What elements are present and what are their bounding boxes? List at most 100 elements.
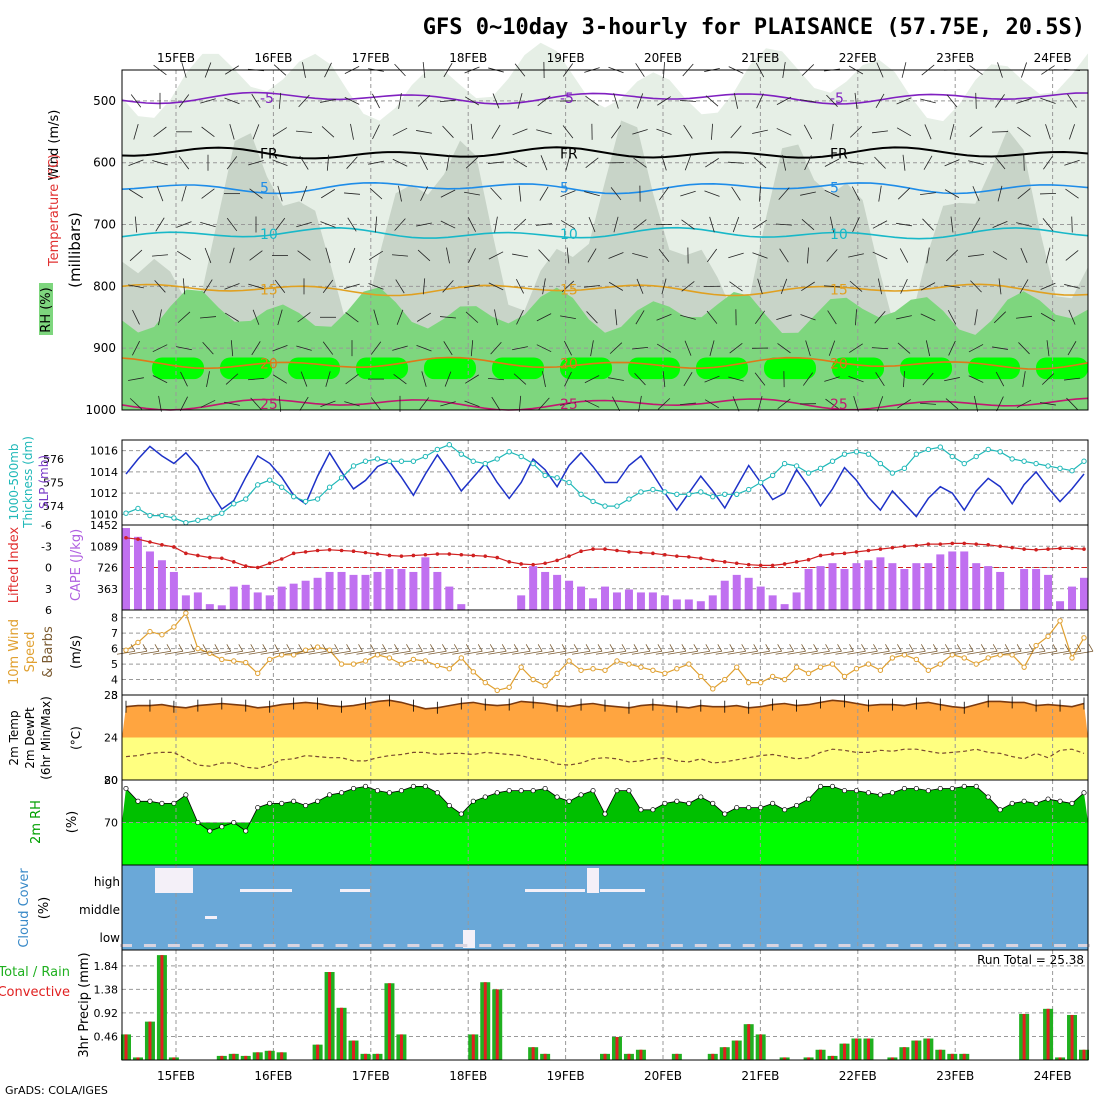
slp-tick-label: 1014 [90, 466, 118, 479]
wind-barb [1019, 279, 1029, 294]
precip-convective-bar [890, 1057, 894, 1060]
cloud-low-sliver [167, 944, 180, 947]
rh2m-point [985, 794, 991, 800]
precip-convective-bar [375, 1053, 379, 1060]
upper-air-axis-title: (millibars) [66, 212, 84, 288]
wind-barb-10m [164, 650, 183, 655]
cloud-level-label: high [94, 875, 120, 889]
wind-tick-label: 4 [111, 674, 118, 687]
cape-bar [948, 551, 957, 610]
wind-barb [633, 157, 647, 168]
wind-barb-10m [334, 644, 339, 652]
cloud-low-sliver [982, 944, 995, 947]
wind-barb [440, 401, 456, 407]
lifted-index-point [375, 552, 380, 556]
wind-barb [584, 399, 600, 408]
wind-barb [661, 154, 667, 171]
wind-barb [656, 128, 672, 135]
cloud-low-sliver [862, 944, 875, 947]
wind-barb-10m [655, 650, 674, 655]
wind-barb-10m [130, 644, 136, 652]
lifted-index-point [938, 542, 943, 546]
wind-barb [632, 129, 648, 135]
temp-axis-title: 2m DewPt [23, 707, 37, 769]
lifted-tick-label: 3 [45, 583, 52, 596]
wind-barb [320, 98, 336, 103]
thickness-point [877, 460, 884, 467]
isotherm-line [121, 181, 1089, 195]
rh2m-point [806, 796, 812, 802]
dewpt-fill [122, 737, 1088, 780]
wind-barb [948, 340, 956, 356]
cape-bar [145, 551, 154, 610]
cape-bar [900, 569, 909, 610]
lifted-index-point [663, 552, 667, 557]
date-tick-label-top: 24FEB [1034, 51, 1072, 65]
wind-barb-10m [1064, 644, 1070, 652]
lifted-index-point [363, 550, 368, 555]
wind-barb-10m [955, 650, 974, 655]
wind-barb-10m [739, 650, 758, 655]
wind-barb [542, 371, 546, 388]
cape-bar [684, 599, 693, 610]
wind-barb [562, 125, 574, 139]
wind-barb [586, 311, 598, 324]
cape-bar [708, 595, 717, 610]
wind-barb [203, 279, 213, 294]
wind-speed-point [1057, 618, 1063, 624]
wind-barb [800, 191, 816, 196]
wind-barb-10m [741, 644, 747, 652]
wind-barb [229, 124, 235, 140]
wind-speed-point [865, 661, 872, 667]
cape-tick-label: 1089 [90, 540, 118, 553]
wind-speed-point [841, 673, 848, 680]
wind-barb [896, 127, 912, 137]
thickness-point [1057, 465, 1063, 472]
wind-barb [464, 96, 480, 106]
precip-convective-bar [1022, 1013, 1026, 1060]
wind-barb [826, 249, 838, 262]
lifted-index-point [459, 552, 464, 557]
date-tick-label-bottom: 22FEB [839, 1069, 877, 1083]
wind-barb-10m [669, 644, 675, 652]
wind-barb [344, 97, 360, 105]
lifted-index-point [1022, 547, 1026, 551]
cape-bar [612, 592, 621, 610]
wind-barb-10m [452, 650, 471, 655]
slp-line [125, 445, 1085, 518]
thickness-point [973, 453, 979, 460]
rh-saturated-blob [220, 357, 272, 380]
thickness-tick-label: 576 [43, 453, 64, 466]
lifted-index-point [555, 558, 559, 563]
wind-speed-point [650, 667, 656, 673]
precip-convective-bar [531, 1047, 535, 1060]
precip-convective-bar [495, 989, 499, 1060]
wind-speed-point [183, 610, 189, 616]
wind-barb [369, 187, 383, 200]
lifted-index-point [351, 549, 356, 554]
precip-convective-bar [938, 1049, 942, 1060]
wind-barb [491, 396, 501, 411]
cloud-low-sliver [383, 944, 396, 947]
wind-barb-10m [859, 650, 878, 655]
rh2m-point [410, 783, 416, 789]
wind-barb [704, 375, 720, 383]
wind-barb [728, 376, 744, 382]
lifted-index-point [734, 561, 739, 566]
wind-barb [709, 340, 715, 357]
thickness-point [662, 489, 668, 495]
wind-barb-10m [979, 650, 998, 655]
wind-barb [465, 156, 479, 169]
thickness-point [278, 484, 285, 490]
lifted-index-point [806, 557, 811, 562]
precip-frame [121, 949, 1089, 1061]
rh2m-low-fill [122, 822, 1088, 865]
rh2m-point [973, 783, 979, 789]
cape-bar [253, 592, 262, 610]
wind-barb-10m [825, 644, 830, 652]
thickness-point [578, 491, 584, 498]
cape-bar [565, 580, 574, 610]
wind-barb [614, 309, 618, 326]
lifted-index-point [615, 548, 619, 553]
wind-barb-10m [500, 650, 519, 655]
